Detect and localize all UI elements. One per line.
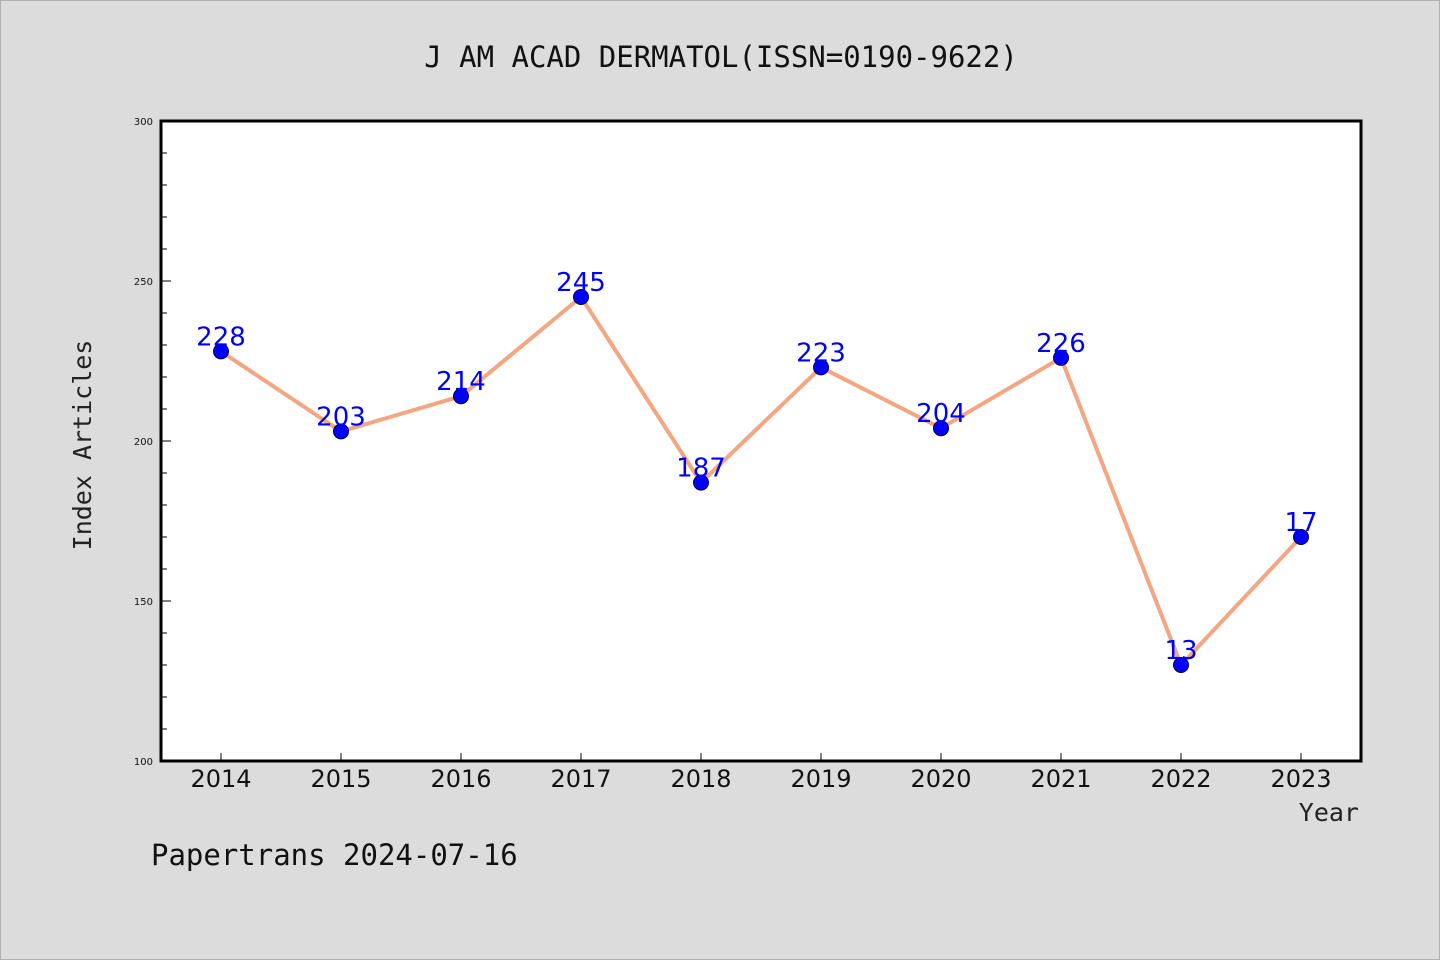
data-point <box>813 359 829 376</box>
x-tick-label: 2017 <box>550 765 611 793</box>
x-tick-label: 2020 <box>910 765 971 793</box>
plot-area <box>159 119 1363 763</box>
x-tick-label: 2019 <box>790 765 851 793</box>
data-markers <box>213 289 1309 673</box>
x-tick-label: 2022 <box>1150 765 1211 793</box>
data-point <box>333 423 349 440</box>
y-tick-label: 200 <box>134 437 153 448</box>
series-line-group <box>219 295 1303 667</box>
x-tick-label: 2023 <box>1270 765 1331 793</box>
x-tick-label: 2021 <box>1030 765 1091 793</box>
data-label: 245 <box>556 268 606 298</box>
x-tick-label: 2014 <box>190 765 251 793</box>
data-label: 226 <box>1036 329 1086 359</box>
data-point <box>1293 529 1309 545</box>
data-point <box>693 474 709 491</box>
series-line <box>219 295 1303 667</box>
y-tick-label: 250 <box>134 277 153 288</box>
data-label: 204 <box>916 399 966 429</box>
data-point <box>453 388 469 405</box>
data-point <box>933 420 949 437</box>
data-label: 187 <box>676 454 726 484</box>
data-label: 223 <box>796 338 846 368</box>
x-axis: 2014 2015 2016 2017 2018 2019 2020 2021 2022 2023 <box>190 753 1332 793</box>
data-point <box>1173 657 1189 673</box>
data-label: 13 <box>1164 636 1197 666</box>
data-label: 214 <box>436 367 486 397</box>
chart-title: J AM ACAD DERMATOL(ISSN=0190-9622) <box>424 40 1018 74</box>
data-point <box>213 343 229 360</box>
y-axis-label: Index Articles <box>68 340 97 551</box>
data-point <box>1053 349 1069 366</box>
y-tick-label: 300 <box>134 117 153 128</box>
y-axis: 100 150 200 250 300 <box>134 117 171 768</box>
x-tick-label: 2015 <box>310 765 371 793</box>
y-tick-label: 100 <box>134 757 153 768</box>
y-tick-label: 150 <box>134 597 153 608</box>
x-tick-label: 2016 <box>430 765 491 793</box>
x-axis-label: Year <box>1299 798 1359 827</box>
x-tick-label: 2018 <box>670 765 731 793</box>
data-label: 228 <box>196 322 246 352</box>
data-label: 17 <box>1284 508 1317 538</box>
data-labels: 228 203 214 245 187 223 204 226 13 17 <box>196 268 1317 666</box>
data-label: 203 <box>316 402 366 432</box>
footer-text: Papertrans 2024-07-16 <box>151 838 518 872</box>
data-point <box>573 289 589 305</box>
